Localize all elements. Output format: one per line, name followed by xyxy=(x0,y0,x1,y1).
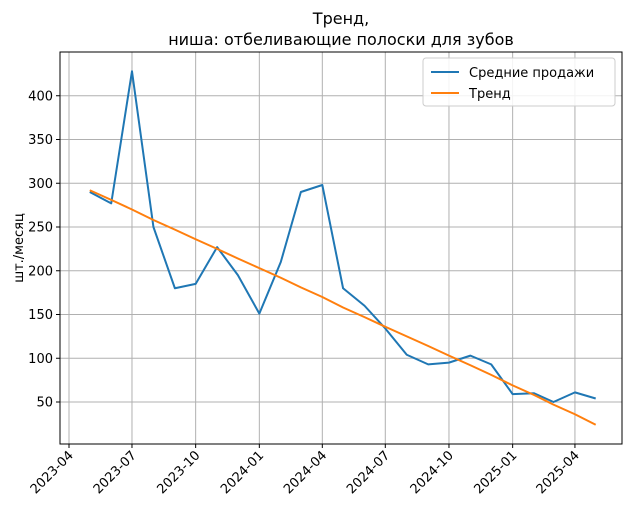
x-tick-label: 2025-01 xyxy=(471,448,520,497)
series-line-trend xyxy=(90,190,596,425)
legend-label-sales: Средние продажи xyxy=(469,66,594,81)
y-tick-label: 250 xyxy=(28,221,53,236)
x-tick-label: 2023-07 xyxy=(91,448,140,497)
chart-title: Тренд, xyxy=(312,9,369,28)
chart-subtitle: ниша: отбеливающие полоски для зубов xyxy=(168,30,514,49)
x-tick-label: 2024-10 xyxy=(408,448,457,497)
legend: Средние продажи Тренд xyxy=(423,58,615,106)
y-tick-label: 350 xyxy=(28,133,53,148)
y-tick-label: 100 xyxy=(28,352,53,367)
y-tick-label: 200 xyxy=(28,264,53,279)
x-tick-label: 2024-07 xyxy=(344,448,393,497)
y-tick-label: 300 xyxy=(28,177,53,192)
legend-label-trend: Тренд xyxy=(468,87,511,102)
x-tick-label: 2025-04 xyxy=(534,448,583,497)
x-tick-label: 2023-10 xyxy=(154,448,203,497)
x-tick-label: 2023-04 xyxy=(28,448,77,497)
x-tick-label: 2024-01 xyxy=(218,448,267,497)
y-tick-label: 150 xyxy=(28,308,53,323)
x-tick-label: 2024-04 xyxy=(281,448,330,497)
y-tick-label: 400 xyxy=(28,89,53,104)
series-line-sales xyxy=(90,71,596,402)
plot-frame xyxy=(60,52,622,444)
y-tick-label: 50 xyxy=(36,396,53,411)
y-axis-label: шт./месяц xyxy=(12,213,27,283)
